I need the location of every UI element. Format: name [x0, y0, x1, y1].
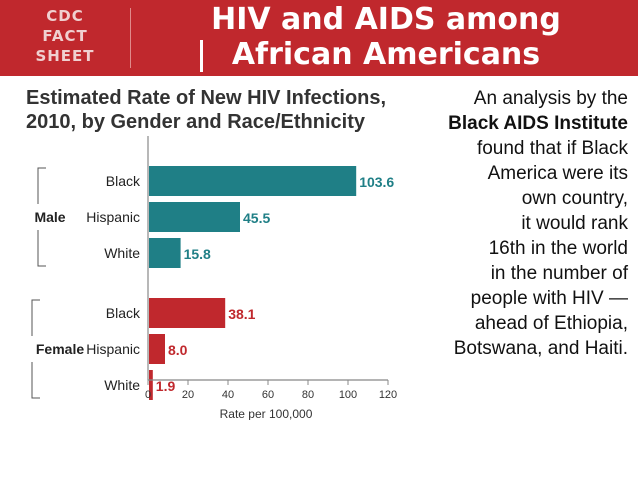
x-tick-label: 100 — [339, 389, 357, 401]
header-banner: CDC FACT SHEET HIV and AIDS among Africa… — [0, 0, 638, 76]
chart-title-line2: 2010, by Gender and Race/Ethnicity — [26, 111, 366, 133]
cdc-fact-sheet-badge: CDC FACT SHEET — [4, 6, 126, 70]
category-label: White — [104, 245, 140, 261]
x-tick-label: 40 — [222, 389, 234, 401]
data-label: 103.6 — [359, 174, 394, 190]
side-note-line: people with HIV — — [470, 288, 628, 309]
category-label: Hispanic — [86, 209, 140, 225]
category-label: White — [104, 377, 140, 393]
side-note-line: found that if Black — [476, 138, 628, 159]
badge-line: FACT — [42, 27, 88, 45]
x-tick-label: 0 — [145, 389, 151, 401]
category-label: Black — [106, 173, 141, 189]
chart-title-line1: Estimated Rate of New HIV Infections, — [26, 87, 387, 109]
side-note-line: ahead of Ethiopia, — [474, 313, 628, 334]
group-label-male: Male — [34, 209, 65, 225]
group-bracket-top — [37, 167, 46, 204]
group-bracket-bottom — [37, 230, 46, 267]
data-label: 1.9 — [156, 378, 176, 394]
data-label: 8.0 — [168, 342, 188, 358]
bar-male-hispanic — [149, 202, 240, 232]
page-title-line2: African Americans — [231, 37, 541, 72]
side-note: An analysis by the Black AIDS Institute fo… — [410, 86, 628, 361]
data-label: 45.5 — [243, 210, 270, 226]
data-label: 38.1 — [228, 306, 255, 322]
side-note-line: America were its — [487, 163, 628, 184]
side-note-line: An analysis by the — [473, 88, 628, 109]
category-label: Hispanic — [86, 341, 140, 357]
page-title-line1: HIV and AIDS among — [211, 2, 561, 37]
bar-male-white — [149, 238, 181, 268]
badge-divider — [130, 8, 131, 68]
side-note-line: it would rank — [521, 213, 628, 234]
badge-line: SHEET — [35, 47, 95, 65]
x-tick-label: 60 — [262, 389, 274, 401]
x-tick-label: 20 — [182, 389, 194, 401]
group-bracket-bottom — [31, 362, 40, 399]
data-label: 15.8 — [184, 246, 211, 262]
bar-female-hispanic — [149, 334, 165, 364]
side-note-line: own country, — [521, 188, 628, 209]
bar-female-black — [149, 298, 226, 328]
bar-male-black — [149, 166, 357, 196]
side-note-line: in the number of — [490, 263, 628, 284]
x-tick-label: 80 — [302, 389, 314, 401]
group-label-female: Female — [36, 341, 84, 357]
x-axis-title: Rate per 100,000 — [220, 407, 313, 420]
badge-line: CDC — [46, 7, 84, 25]
side-note-line: Black AIDS Institute — [448, 113, 628, 134]
side-note-line: Botswana, and Haiti. — [453, 338, 628, 359]
title-accent-rule — [200, 40, 203, 72]
x-tick-label: 120 — [379, 389, 397, 401]
group-bracket-top — [31, 299, 40, 336]
bar-female-white — [149, 370, 153, 400]
chart-title: Estimated Rate of New HIV Infections, 20… — [26, 86, 416, 134]
bar-chart: 103.6 Black 45.5 Hispanic 15.8 White Male 38.1 B… — [31, 136, 397, 420]
category-label: Black — [106, 305, 141, 321]
side-note-line: 16th in the world — [488, 238, 628, 259]
